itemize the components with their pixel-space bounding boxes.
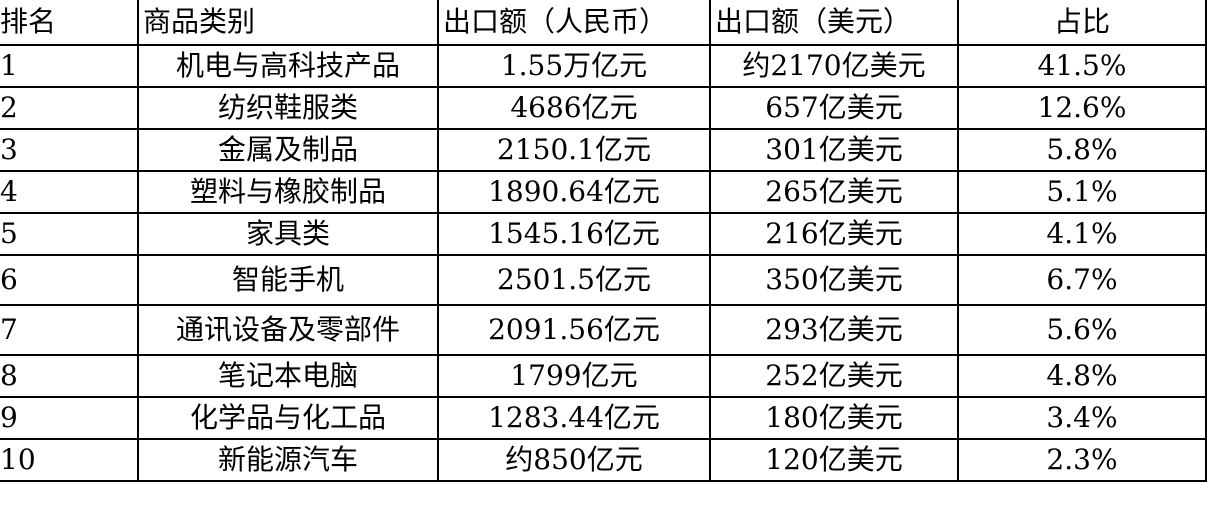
cell-export-usd: 265亿美元	[709, 170, 959, 214]
cell-export-usd: 657亿美元	[709, 86, 959, 130]
cell-export-usd: 293亿美元	[709, 304, 959, 356]
cell-category: 新能源汽车	[137, 438, 439, 482]
table-row: 5 家具类 1545.16亿元 216亿美元 4.1%	[0, 212, 1207, 256]
cell-category: 金属及制品	[137, 128, 439, 172]
table-row: 8 笔记本电脑 1799亿元 252亿美元 4.8%	[0, 354, 1207, 398]
cell-rank: 1	[0, 44, 139, 88]
cell-category: 化学品与化工品	[137, 396, 439, 440]
cell-rank: 2	[0, 86, 139, 130]
export-ranking-table: 排名 商品类别 出口额（人民币） 出口额（美元） 占比 1 机电与高科技产品 1…	[0, 0, 1207, 482]
cell-export-cny: 1890.64亿元	[437, 170, 711, 214]
table-row: 9 化学品与化工品 1283.44亿元 180亿美元 3.4%	[0, 396, 1207, 440]
header-category: 商品类别	[137, 0, 439, 46]
cell-rank: 10	[0, 438, 139, 482]
cell-export-cny: 1283.44亿元	[437, 396, 711, 440]
cell-export-cny: 1.55万亿元	[437, 44, 711, 88]
header-export-usd: 出口额（美元）	[709, 0, 959, 46]
cell-share: 6.7%	[957, 254, 1207, 306]
table-header-row: 排名 商品类别 出口额（人民币） 出口额（美元） 占比	[0, 0, 1207, 46]
cell-category: 塑料与橡胶制品	[137, 170, 439, 214]
cell-rank: 9	[0, 396, 139, 440]
cell-rank: 3	[0, 128, 139, 172]
table-row: 1 机电与高科技产品 1.55万亿元 约2170亿美元 41.5%	[0, 44, 1207, 88]
cell-category: 通讯设备及零部件	[137, 304, 439, 356]
cell-share: 5.6%	[957, 304, 1207, 356]
cell-rank: 5	[0, 212, 139, 256]
cell-export-cny: 1799亿元	[437, 354, 711, 398]
cell-share: 5.1%	[957, 170, 1207, 214]
table-row: 4 塑料与橡胶制品 1890.64亿元 265亿美元 5.1%	[0, 170, 1207, 214]
cell-rank: 8	[0, 354, 139, 398]
header-rank: 排名	[0, 0, 139, 46]
header-export-cny: 出口额（人民币）	[437, 0, 711, 46]
cell-export-usd: 252亿美元	[709, 354, 959, 398]
cell-rank: 4	[0, 170, 139, 214]
cell-export-cny: 2091.56亿元	[437, 304, 711, 356]
cell-export-cny: 4686亿元	[437, 86, 711, 130]
table-row: 10 新能源汽车 约850亿元 120亿美元 2.3%	[0, 438, 1207, 482]
cell-export-cny: 1545.16亿元	[437, 212, 711, 256]
header-share: 占比	[957, 0, 1207, 46]
cell-export-usd: 350亿美元	[709, 254, 959, 306]
cell-category: 家具类	[137, 212, 439, 256]
cell-export-cny: 约850亿元	[437, 438, 711, 482]
cell-export-cny: 2150.1亿元	[437, 128, 711, 172]
cell-share: 41.5%	[957, 44, 1207, 88]
cell-export-cny: 2501.5亿元	[437, 254, 711, 306]
cell-rank: 7	[0, 304, 139, 356]
cell-share: 12.6%	[957, 86, 1207, 130]
cell-export-usd: 120亿美元	[709, 438, 959, 482]
cell-export-usd: 301亿美元	[709, 128, 959, 172]
cell-share: 4.1%	[957, 212, 1207, 256]
table-row: 3 金属及制品 2150.1亿元 301亿美元 5.8%	[0, 128, 1207, 172]
cell-category: 智能手机	[137, 254, 439, 306]
cell-share: 4.8%	[957, 354, 1207, 398]
cell-share: 2.3%	[957, 438, 1207, 482]
cell-rank: 6	[0, 254, 139, 306]
table-row: 7 通讯设备及零部件 2091.56亿元 293亿美元 5.6%	[0, 304, 1207, 356]
cell-share: 3.4%	[957, 396, 1207, 440]
table-row: 6 智能手机 2501.5亿元 350亿美元 6.7%	[0, 254, 1207, 306]
cell-export-usd: 180亿美元	[709, 396, 959, 440]
cell-share: 5.8%	[957, 128, 1207, 172]
cell-category: 纺织鞋服类	[137, 86, 439, 130]
cell-category: 笔记本电脑	[137, 354, 439, 398]
cell-export-usd: 216亿美元	[709, 212, 959, 256]
table-row: 2 纺织鞋服类 4686亿元 657亿美元 12.6%	[0, 86, 1207, 130]
cell-category: 机电与高科技产品	[137, 44, 439, 88]
cell-export-usd: 约2170亿美元	[709, 44, 959, 88]
